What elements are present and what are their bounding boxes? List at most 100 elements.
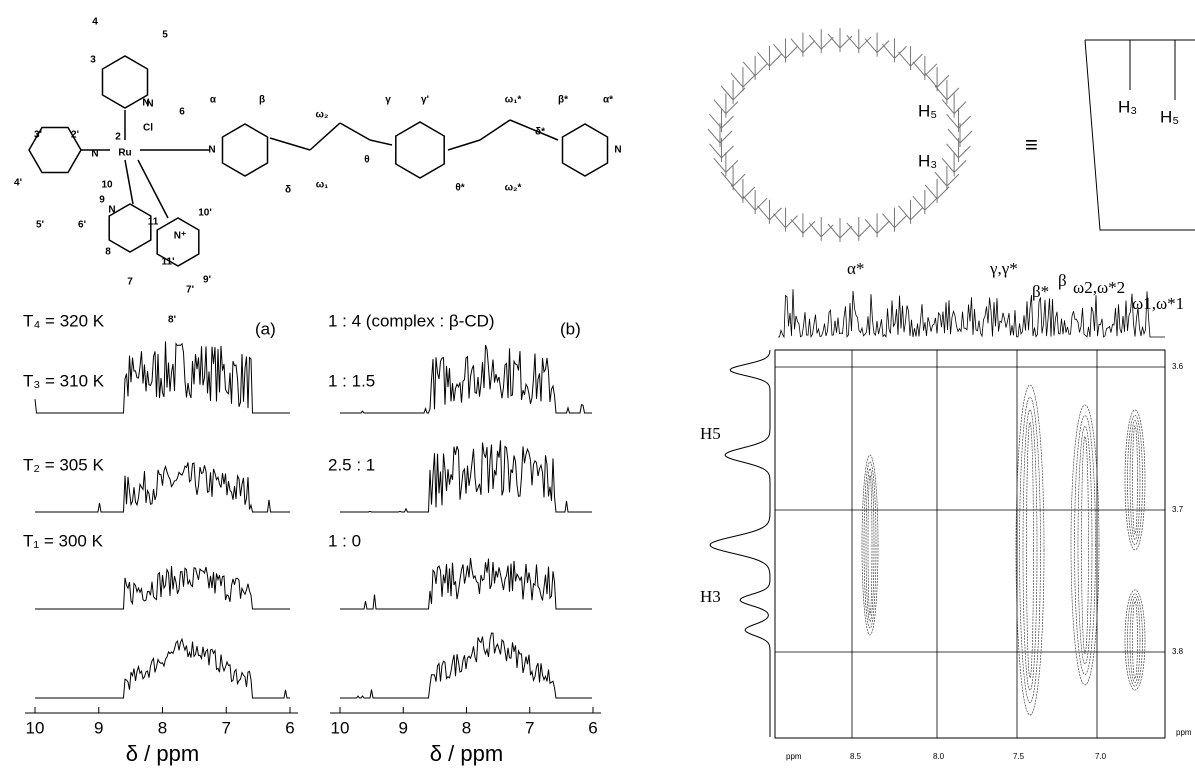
tick-label: 10 [26, 718, 45, 737]
tick-label: 7 [222, 718, 231, 737]
bond [480, 120, 510, 140]
contour [868, 475, 872, 615]
cd-frame [757, 200, 781, 224]
cd-frame [899, 46, 923, 70]
atom-label: ω₂ [316, 110, 329, 121]
cone-label: H₅ [1160, 107, 1179, 126]
cd-frame [791, 213, 815, 237]
trace-label: 1 : 4 (complex : β-CD) [328, 311, 495, 330]
atom-label: Cl [143, 123, 153, 134]
peak-label: β [1058, 271, 1067, 290]
bond [510, 120, 558, 140]
tick-label: 7.0 [1095, 752, 1107, 761]
cd-frame [709, 108, 733, 132]
contour [1133, 426, 1138, 535]
contour [1133, 601, 1138, 679]
cd-frame [935, 166, 959, 190]
tick-label: 8.5 [850, 752, 862, 761]
tick-label: 6 [588, 718, 597, 737]
tick-label: 3.6 [1172, 362, 1184, 371]
panel-tag: (a) [255, 319, 276, 338]
atom-label: α* [603, 95, 613, 106]
cone-label: H₃ [1118, 97, 1137, 116]
tick-label: 10 [331, 718, 350, 737]
atom-label: 3' [34, 130, 42, 141]
atom-label: Ru [118, 148, 131, 159]
bond [310, 123, 340, 150]
cd-frame [947, 108, 971, 132]
peak-label: ω2,ω*2 [1073, 278, 1125, 297]
atom-label: ω₁ [316, 180, 329, 191]
trace-label: T₁ = 300 K [23, 531, 104, 550]
tick-label: 7.5 [1013, 752, 1025, 761]
axis-title: δ / ppm [126, 741, 199, 766]
left-spectrum [710, 350, 770, 737]
bond [340, 123, 370, 140]
panel-a: (a)T₄ = 320 KT₃ = 310 KT₂ = 305 KT₁ = 30… [23, 311, 298, 765]
trace-label: 1 : 0 [328, 531, 361, 550]
tick-label: 9 [399, 718, 408, 737]
cd-frame [721, 166, 745, 190]
atom-label: 6 [179, 107, 185, 118]
atom-label: N [614, 145, 621, 156]
spectrum [340, 633, 592, 698]
spectrum [35, 639, 290, 698]
atom-label: N [91, 149, 98, 160]
atom-label: 3 [90, 55, 96, 66]
structure: 45363'2'2NClRu10NNN94'5'6'NN⁺871111'10'9… [14, 17, 622, 326]
h-label: H₃ [918, 151, 937, 170]
contour [1125, 590, 1145, 690]
atom-label: β* [558, 95, 568, 106]
bond [125, 160, 133, 204]
cd-frame [809, 29, 833, 53]
cd-frame [925, 67, 949, 91]
atom-label: 11 [148, 217, 159, 228]
atom-label: ω₂* [505, 183, 522, 194]
contour [1130, 598, 1140, 683]
peak-label: ω1,ω*1 [1132, 294, 1184, 313]
axis-title: δ / ppm [430, 741, 503, 766]
tick-label: 8 [462, 718, 471, 737]
tick-label: ppm [786, 752, 802, 761]
panel-b: (b)1 : 4 (complex : β-CD)1 : 1.52.5 : 11… [328, 311, 601, 765]
atom-label: 8' [168, 315, 176, 326]
contour [1075, 416, 1096, 675]
trace-label: T₂ = 305 K [23, 455, 104, 474]
atom-label: 7' [186, 285, 194, 296]
cd-frame [714, 152, 738, 176]
bond [138, 160, 168, 218]
atom-label: 2 [115, 132, 121, 143]
cd-frame [935, 80, 959, 104]
trace-label: T₃ = 310 K [23, 371, 105, 390]
atom-label: 5' [36, 220, 44, 231]
tick-label: 6 [285, 718, 294, 737]
ring [223, 124, 268, 176]
contour [1027, 422, 1034, 678]
atom-label: N [208, 145, 215, 156]
ring [396, 122, 444, 178]
contour [1023, 410, 1037, 691]
tick-label: 8.0 [933, 752, 945, 761]
cd-frame [828, 218, 852, 242]
contour [862, 455, 878, 635]
cd-frame [947, 138, 971, 162]
atom-label: δ* [535, 127, 545, 138]
peak-label: α* [847, 259, 864, 278]
equiv: ≡ [1025, 132, 1038, 157]
cd-frame [942, 94, 966, 118]
h-label: H₅ [918, 101, 937, 120]
atom-label: γ' [421, 95, 429, 106]
cd-frame [791, 33, 815, 57]
tick-label: 8 [158, 718, 167, 737]
contour [1130, 421, 1140, 540]
cd-frame [882, 38, 906, 62]
atom-label: 4 [92, 17, 98, 28]
atom-label: N [108, 205, 115, 216]
peak-label: β* [1032, 282, 1049, 301]
peak-label: γ,γ* [989, 259, 1018, 278]
cd-frame [721, 80, 745, 104]
peak-label: H3 [700, 587, 721, 606]
ring [563, 124, 608, 176]
cd-frame [774, 208, 798, 232]
atom-label: 10' [198, 208, 212, 219]
